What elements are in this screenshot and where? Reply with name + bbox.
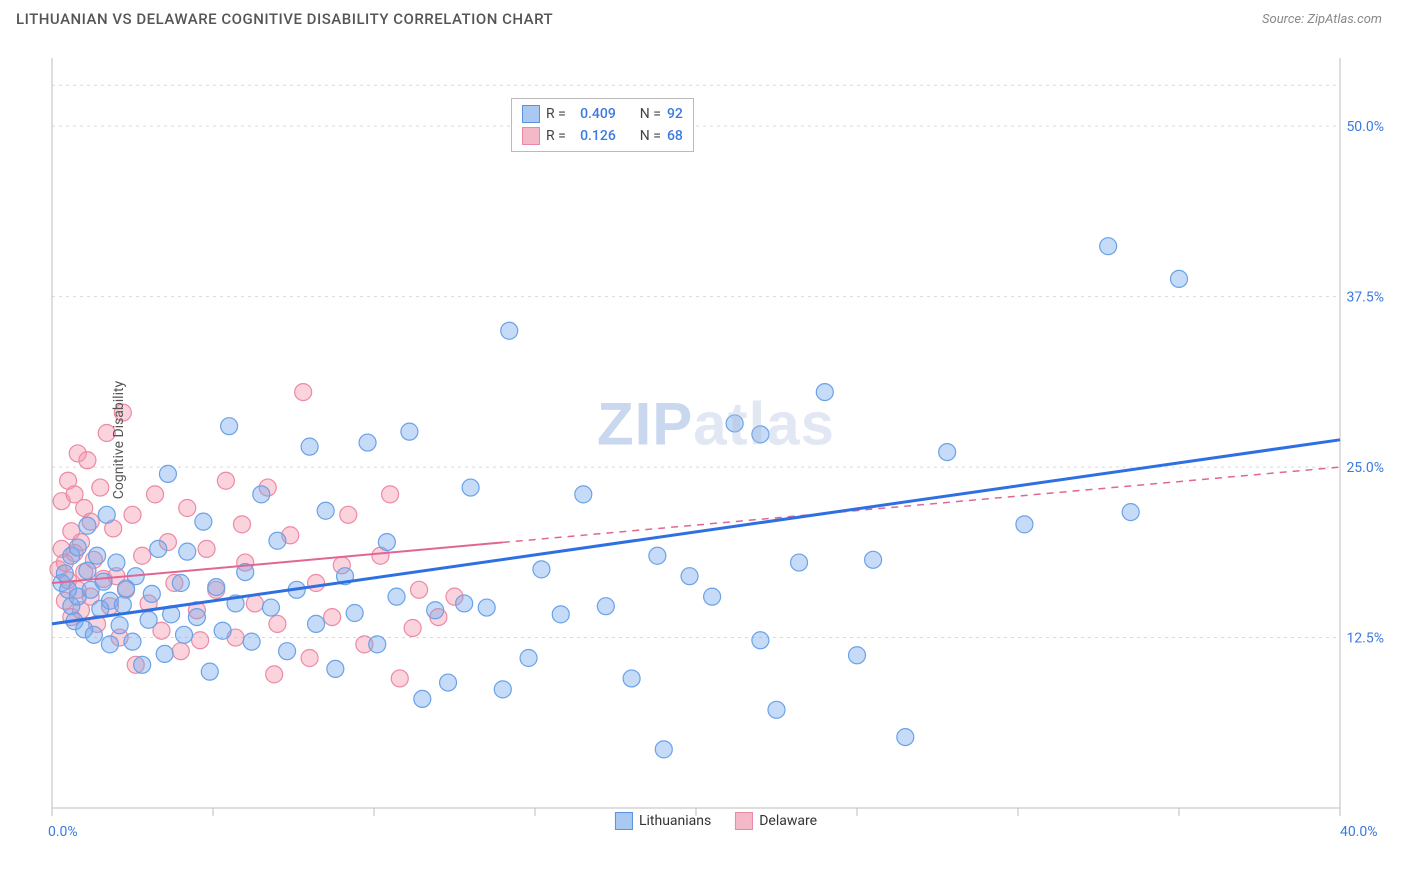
series-legend: Lithuanians Delaware: [615, 812, 817, 830]
y-axis-label: Cognitive Disability: [111, 381, 127, 499]
correlation-legend: R = 0.409 N = 92 R = 0.126 N = 68: [511, 98, 694, 152]
legend-n-value: 68: [667, 128, 683, 144]
series-legend-item: Lithuanians: [615, 812, 711, 830]
chart-title: LITHUANIAN VS DELAWARE COGNITIVE DISABIL…: [16, 10, 553, 28]
x-axis-max-label: 40.0%: [1340, 824, 1378, 840]
svg-text:25.0%: 25.0%: [1346, 460, 1384, 476]
x-axis-min-label: 0.0%: [48, 824, 78, 840]
series-legend-label: Delaware: [759, 813, 817, 829]
legend-r-value: 0.409: [572, 106, 616, 122]
svg-text:50.0%: 50.0%: [1346, 119, 1384, 135]
series-legend-label: Lithuanians: [639, 813, 711, 829]
chart-source: Source: ZipAtlas.com: [1262, 12, 1382, 27]
legend-r-label: R =: [546, 128, 566, 144]
legend-r-label: R =: [546, 106, 566, 122]
legend-swatch: [735, 812, 753, 830]
legend-stat-row: R = 0.409 N = 92: [522, 103, 683, 125]
legend-n-label: N =: [640, 106, 661, 122]
legend-n-label: N =: [640, 128, 661, 144]
series-legend-item: Delaware: [735, 812, 817, 830]
legend-n-value: 92: [667, 106, 683, 122]
scatter-chart-svg: 12.5% 25.0% 37.5% 50.0%: [46, 48, 1386, 832]
legend-swatch: [522, 127, 540, 145]
chart-header: LITHUANIAN VS DELAWARE COGNITIVE DISABIL…: [0, 0, 1406, 34]
legend-swatch: [615, 812, 633, 830]
svg-text:37.5%: 37.5%: [1346, 290, 1384, 306]
legend-r-value: 0.126: [572, 128, 616, 144]
legend-swatch: [522, 105, 540, 123]
legend-stat-row: R = 0.126 N = 68: [522, 125, 683, 147]
plot-area: Cognitive Disability 12.5% 25.0% 37.5% 50.0…: [46, 48, 1386, 832]
svg-text:12.5%: 12.5%: [1346, 631, 1384, 647]
